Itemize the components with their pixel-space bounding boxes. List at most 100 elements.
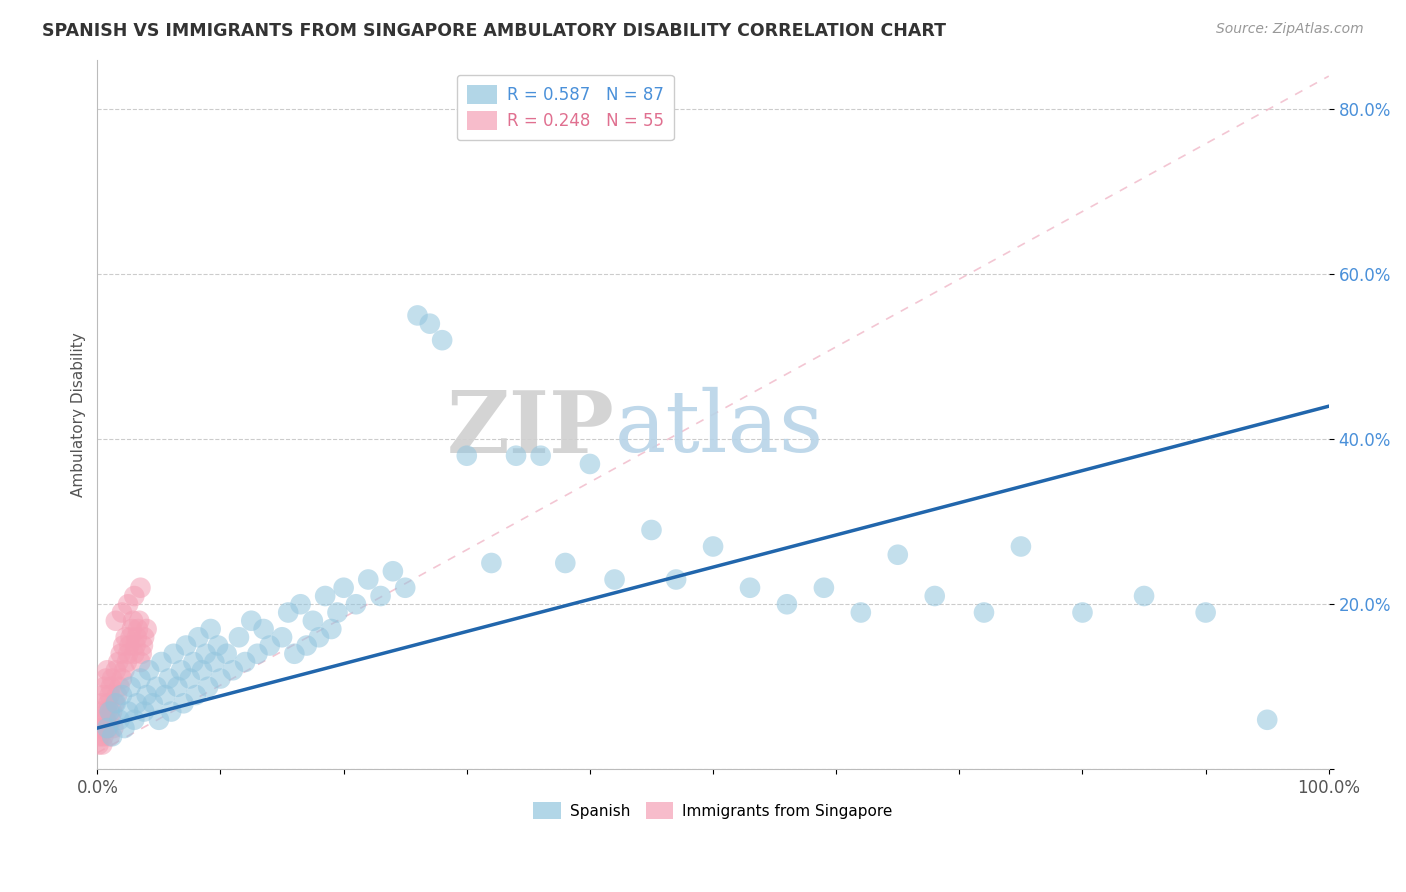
Point [381, 564, 404, 578]
Point [233, 655, 256, 669]
Point [370, 589, 392, 603]
Point [135, 688, 157, 702]
Point [114, 630, 136, 644]
Point [554, 556, 576, 570]
Y-axis label: Ambulatory Disability: Ambulatory Disability [72, 332, 86, 497]
Point [179, 672, 201, 686]
Point [104, 696, 127, 710]
Point [134, 705, 156, 719]
Point [97, 696, 120, 710]
Point [131, 647, 153, 661]
Point [98, 705, 121, 719]
Point [129, 581, 152, 595]
Point [163, 647, 186, 661]
Point [134, 630, 156, 644]
Point [94, 713, 117, 727]
Point [93, 729, 115, 743]
Point [174, 639, 197, 653]
Point [271, 630, 294, 644]
Point [98, 729, 121, 743]
Point [125, 630, 148, 644]
Point [849, 606, 872, 620]
Point [738, 581, 761, 595]
Point [128, 614, 150, 628]
Point [120, 680, 142, 694]
Text: Source: ZipAtlas.com: Source: ZipAtlas.com [1216, 22, 1364, 37]
Point [107, 655, 129, 669]
Point [1010, 540, 1032, 554]
Point [104, 663, 127, 677]
Point [124, 713, 146, 727]
Point [321, 622, 343, 636]
Point [887, 548, 910, 562]
Point [110, 647, 132, 661]
Point [122, 614, 145, 628]
Point [166, 680, 188, 694]
Point [96, 705, 118, 719]
Point [111, 606, 134, 620]
Point [259, 639, 281, 653]
Text: SPANISH VS IMMIGRANTS FROM SINGAPORE AMBULATORY DISABILITY CORRELATION CHART: SPANISH VS IMMIGRANTS FROM SINGAPORE AMB… [42, 22, 946, 40]
Point [104, 696, 127, 710]
Point [108, 713, 131, 727]
Point [170, 663, 193, 677]
Point [973, 606, 995, 620]
Point [94, 672, 117, 686]
Point [114, 721, 136, 735]
Point [104, 614, 127, 628]
Point [91, 696, 114, 710]
Point [1071, 606, 1094, 620]
Point [183, 655, 205, 669]
Point [115, 655, 138, 669]
Point [100, 680, 122, 694]
Point [665, 573, 688, 587]
Point [101, 705, 124, 719]
Point [129, 655, 152, 669]
Point [105, 688, 128, 702]
Point [283, 647, 305, 661]
Point [924, 589, 946, 603]
Point [127, 622, 149, 636]
Point [456, 449, 478, 463]
Point [98, 688, 121, 702]
Point [252, 622, 274, 636]
Point [117, 705, 139, 719]
Point [129, 672, 152, 686]
Point [91, 738, 114, 752]
Point [290, 597, 312, 611]
Text: atlas: atlas [614, 387, 824, 470]
Point [111, 688, 134, 702]
Point [93, 680, 115, 694]
Point [97, 721, 120, 735]
Point [530, 449, 553, 463]
Point [153, 688, 176, 702]
Point [112, 639, 135, 653]
Point [90, 705, 112, 719]
Point [187, 630, 209, 644]
Point [125, 696, 148, 710]
Point [326, 606, 349, 620]
Point [93, 721, 115, 735]
Point [117, 647, 139, 661]
Point [132, 639, 155, 653]
Point [90, 713, 112, 727]
Point [202, 655, 225, 669]
Point [145, 680, 167, 694]
Point [138, 663, 160, 677]
Point [96, 721, 118, 735]
Point [100, 713, 122, 727]
Point [96, 663, 118, 677]
Point [135, 622, 157, 636]
Point [121, 622, 143, 636]
Point [1194, 606, 1216, 620]
Point [1133, 589, 1156, 603]
Point [103, 721, 125, 735]
Point [87, 738, 110, 752]
Text: ZIP: ZIP [447, 386, 614, 471]
Point [120, 630, 142, 644]
Point [101, 672, 124, 686]
Point [114, 663, 136, 677]
Point [209, 672, 232, 686]
Point [148, 713, 170, 727]
Point [142, 696, 165, 710]
